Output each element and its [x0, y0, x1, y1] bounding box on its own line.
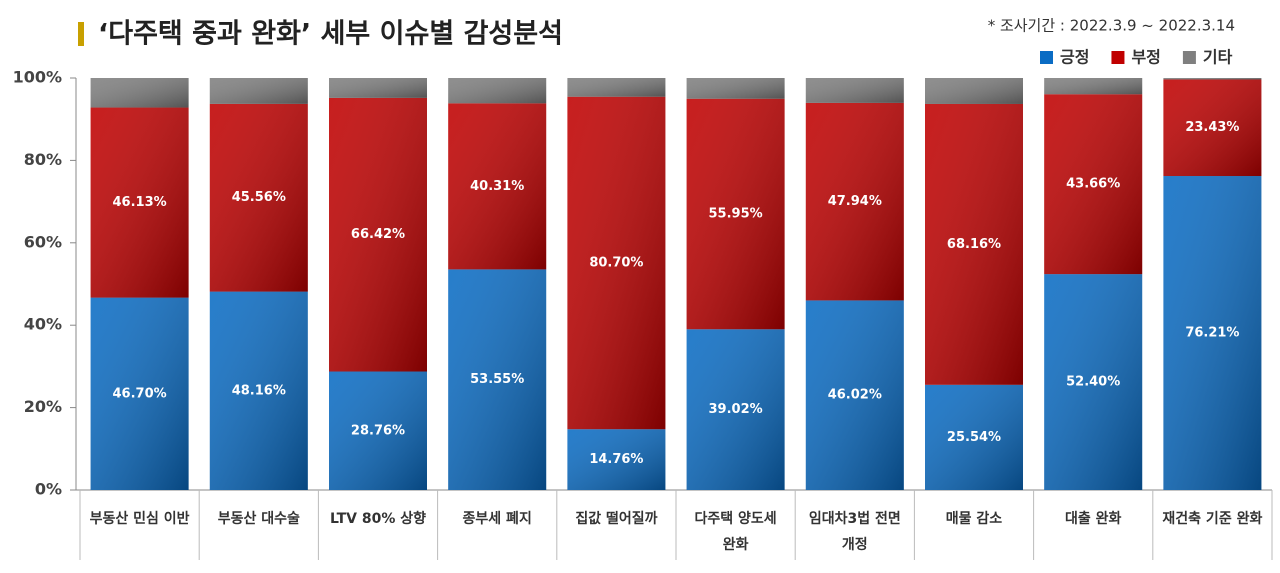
- bar-shade: [448, 269, 547, 490]
- legend-swatch: [1111, 51, 1125, 64]
- bar-shade: [805, 102, 904, 301]
- title-accent: [78, 22, 84, 46]
- data-label: 40.31%: [470, 179, 524, 194]
- data-label: 53.55%: [470, 372, 524, 387]
- y-tick-label: 40%: [24, 315, 62, 334]
- bar-shade: [1163, 79, 1262, 177]
- x-tick-label: 종부세 폐지: [462, 511, 532, 527]
- data-label: 48.16%: [232, 383, 286, 398]
- chart-subtitle: * 조사기간 : 2022.3.9 ~ 2022.3.14: [988, 17, 1235, 35]
- bar-shade: [448, 78, 547, 104]
- bar-shade: [1163, 176, 1262, 490]
- data-label: 66.42%: [351, 227, 405, 242]
- data-label: 80.70%: [589, 255, 643, 270]
- bar-shade: [686, 78, 785, 99]
- x-tick-label: 매물 감소: [945, 511, 1003, 527]
- x-tick-label: LTV 80% 상향: [329, 511, 426, 527]
- x-tick-label: 대출 완화: [1064, 511, 1122, 527]
- chart-title: ‘다주택 중과 완화’ 세부 이슈별 감성분석: [98, 19, 563, 50]
- bar-shade: [90, 107, 189, 298]
- bar-shade: [925, 384, 1023, 490]
- bar-shade: [567, 429, 666, 490]
- bar-shade: [1044, 94, 1143, 275]
- data-label: 23.43%: [1185, 120, 1239, 135]
- bar-shade: [925, 78, 1023, 104]
- x-tick-label: 부동산 대수술: [217, 511, 300, 527]
- bar-shade: [209, 103, 308, 292]
- data-label: 76.21%: [1185, 326, 1239, 341]
- bar-shade: [1044, 78, 1143, 95]
- legend-swatch: [1182, 51, 1196, 64]
- bar-shade: [329, 371, 427, 490]
- data-label: 39.02%: [709, 402, 763, 417]
- data-label: 46.13%: [113, 195, 167, 210]
- x-tick-label: 부동산 민심 이반: [89, 511, 190, 527]
- y-tick-label: 0%: [35, 480, 62, 499]
- bar-shade: [567, 78, 666, 97]
- data-label: 52.40%: [1066, 375, 1120, 390]
- data-label: 47.94%: [828, 194, 882, 209]
- data-label: 45.56%: [232, 190, 286, 205]
- data-label: 55.95%: [709, 206, 763, 221]
- data-label: 68.16%: [947, 237, 1001, 252]
- bar-shade: [686, 98, 785, 330]
- data-label: 14.76%: [589, 452, 643, 467]
- bar-shade: [209, 291, 308, 490]
- legend-swatch: [1040, 51, 1053, 64]
- y-tick-label: 60%: [24, 232, 62, 251]
- x-tick-label: 임대차3법 전면 개정: [808, 511, 901, 553]
- y-tick-label: 100%: [13, 68, 62, 87]
- bar-shade: [329, 78, 427, 98]
- bar-shade: [686, 329, 785, 490]
- legend-label: 부정: [1131, 48, 1160, 67]
- bar-shade: [209, 78, 308, 104]
- data-label: 46.70%: [113, 386, 167, 401]
- bar-shade: [1163, 78, 1262, 80]
- bar-shade: [567, 96, 666, 430]
- x-tick-label: 집값 떨어질까: [575, 511, 658, 527]
- bar-shade: [1044, 274, 1143, 490]
- x-tick-label: 재건축 기준 완화: [1162, 511, 1263, 527]
- bar-shade: [925, 103, 1023, 385]
- y-tick-label: 80%: [24, 150, 62, 169]
- data-label: 28.76%: [351, 423, 405, 438]
- data-label: 46.02%: [828, 388, 882, 403]
- bar-shade: [448, 103, 547, 270]
- y-tick-label: 20%: [24, 397, 62, 416]
- bar-shade: [805, 78, 904, 103]
- legend-label: 긍정: [1060, 48, 1089, 67]
- bar-shade: [90, 297, 189, 490]
- data-label: 43.66%: [1066, 177, 1120, 192]
- bar-shade: [805, 300, 904, 490]
- legend-label: 기타: [1203, 48, 1233, 67]
- x-tick-label: 다주택 양도세 완화: [694, 511, 777, 553]
- bar-shade: [90, 78, 189, 108]
- bar-shade: [329, 97, 427, 372]
- data-label: 25.54%: [947, 430, 1001, 445]
